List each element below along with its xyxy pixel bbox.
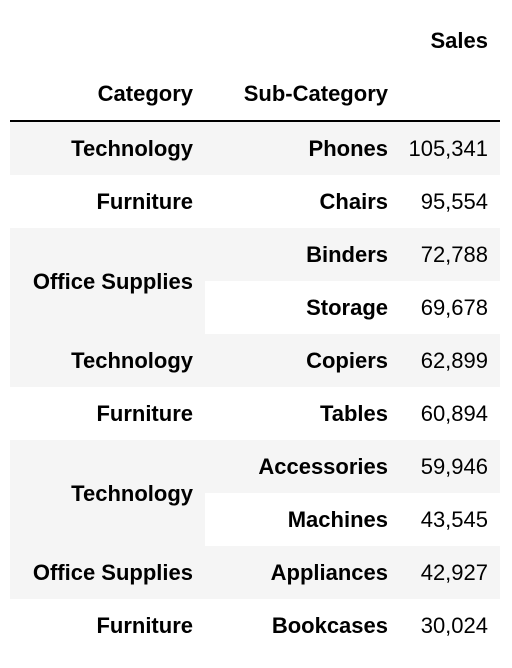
sales-value-cell: 30,024 [420, 613, 488, 638]
blank-header-cell [205, 14, 400, 67]
category-cell: Office Supplies [32, 560, 193, 585]
sales-column-header: Sales [430, 28, 489, 53]
sub-category-index-header: Sub-Category [205, 67, 400, 122]
table-row: Technology Phones 105,341 [10, 121, 500, 175]
table-row: Technology Copiers 62,899 [10, 334, 500, 387]
sales-value-cell: 60,894 [420, 401, 488, 426]
sub-category-cell: Bookcases [271, 613, 388, 638]
category-cell: Office Supplies [32, 268, 193, 294]
sales-table: Sales Category Sub-Category Technology P… [10, 14, 500, 652]
blank-header-cell [400, 67, 500, 122]
sales-value-cell: 62,899 [420, 348, 488, 373]
table-header: Sales Category Sub-Category [10, 14, 500, 122]
sub-category-cell: Phones [308, 136, 388, 161]
table-row: Office Supplies Binders 72,788 [10, 228, 500, 294]
sub-category-cell: Storage [306, 295, 388, 320]
sales-value-cell: 69,678 [420, 295, 488, 320]
sub-category-cell: Accessories [258, 454, 388, 479]
category-cell: Technology [71, 348, 193, 373]
sub-category-cell: Appliances [270, 560, 388, 585]
sub-category-cell: Machines [287, 507, 388, 532]
sub-category-cell: Copiers [306, 348, 388, 373]
sub-category-cell: Binders [306, 242, 388, 267]
table-row: Furniture Chairs 95,554 [10, 175, 500, 228]
sales-value-cell: 95,554 [420, 189, 488, 214]
blank-header-cell [10, 14, 205, 67]
category-cell: Technology [71, 480, 193, 506]
category-cell: Furniture [96, 613, 193, 638]
sales-value-cell: 105,341 [408, 136, 488, 161]
table-row: Furniture Bookcases 30,024 [10, 599, 500, 652]
sales-value-cell: 59,946 [420, 454, 488, 479]
sales-value-cell: 43,545 [420, 507, 488, 532]
header-row-index-names: Category Sub-Category [10, 67, 500, 122]
table-body: Technology Phones 105,341 Furniture Chai… [10, 121, 500, 652]
category-index-header: Category [10, 67, 205, 122]
sales-value-cell: 72,788 [420, 242, 488, 267]
table-row: Furniture Tables 60,894 [10, 387, 500, 440]
category-cell: Furniture [96, 189, 193, 214]
table-row: Technology Accessories 59,946 [10, 440, 500, 506]
sub-category-cell: Tables [319, 401, 388, 426]
category-cell: Technology [71, 136, 193, 161]
table-row: Office Supplies Appliances 42,927 [10, 546, 500, 599]
sub-category-cell: Chairs [319, 189, 388, 214]
header-row-columns: Sales [10, 14, 500, 67]
category-cell: Furniture [96, 401, 193, 426]
sales-value-cell: 42,927 [420, 560, 488, 585]
